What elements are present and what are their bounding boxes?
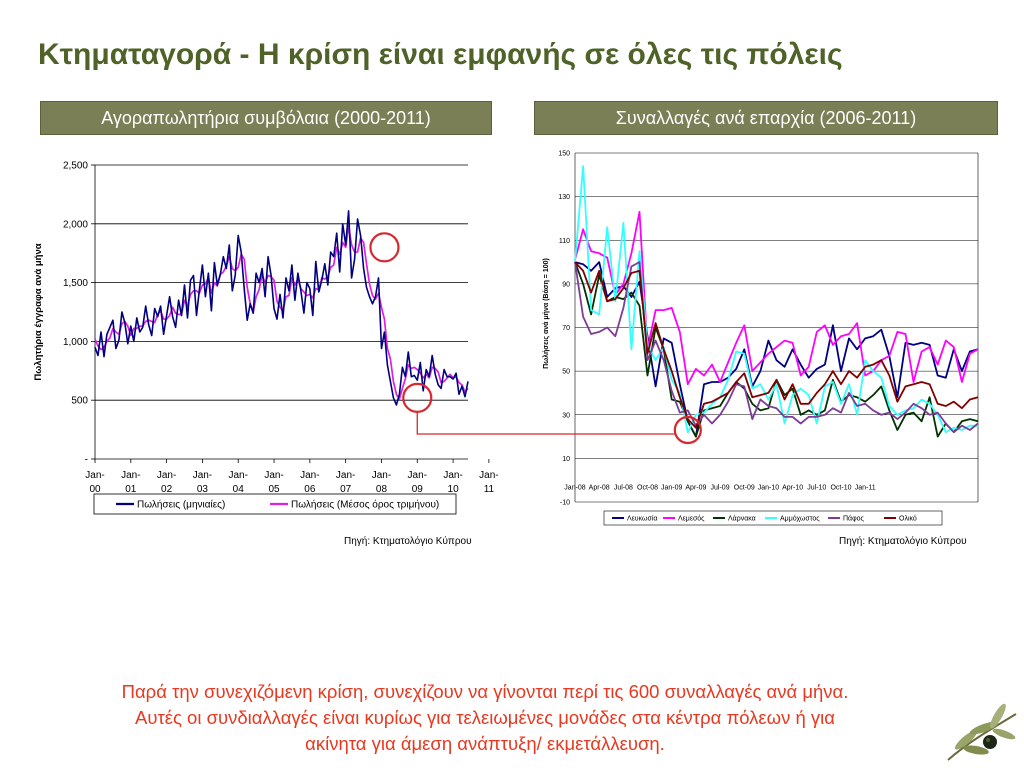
x-tick-label: 11 [484, 484, 495, 495]
legend-label: Πάφος [843, 515, 865, 523]
right-chart-header: Συναλλαγές ανά επαρχία (2006-2011) [534, 101, 998, 135]
x-tick-label: 05 [268, 484, 280, 495]
x-tick-label: 06 [304, 484, 316, 495]
y-tick-label: 1,500 [63, 278, 88, 289]
x-tick-label: Jan- [300, 470, 319, 481]
bottom-commentary: Παρά την συνεχιζόμενη κρίση, συνεχίζουν … [20, 679, 950, 757]
series-line-0 [574, 261, 979, 438]
x-tick-label: 00 [89, 484, 101, 495]
x-tick-label: 08 [376, 484, 388, 495]
commentary-line-3: ακίνητα για άμεση ανάπτυξη/ εκμετάλλευση… [305, 733, 665, 754]
x-tick-label: Jul-09 [711, 485, 730, 492]
y-tick-label: 2,500 [63, 161, 88, 172]
series-line-1 [574, 211, 979, 386]
y-tick-label: - [85, 455, 88, 466]
y-tick-label: 150 [558, 151, 570, 158]
legend-label: Λεμεσός [678, 515, 705, 523]
y-tick-label: 2,000 [63, 219, 88, 230]
x-tick-label: Apr-09 [685, 485, 706, 492]
x-tick-label: Jul-10 [807, 485, 826, 492]
x-tick-label: Oct-09 [734, 485, 755, 492]
x-tick-label: 09 [412, 484, 424, 495]
x-tick-label: Jan-08 [564, 485, 586, 492]
x-tick-label: 10 [448, 484, 460, 495]
y-tick-label: -10 [560, 500, 570, 507]
x-tick-label: Jan- [264, 470, 283, 481]
x-tick-label: Jan- [193, 470, 212, 481]
x-tick-label: Jan- [229, 470, 248, 481]
legend-label: Αμμόχωστος [780, 515, 820, 523]
x-tick-label: Jan- [157, 470, 176, 481]
commentary-line-1: Παρά την συνεχιζόμενη κρίση, συνεχίζουν … [121, 681, 849, 702]
legend-label: Πωλήσεις (Μέσος όρος τριμήνου) [291, 499, 439, 511]
y-tick-label: 130 [558, 194, 570, 201]
monthly-sales-chart: - 500 1,000 1,500 2,000 2,500 Πωλητήρια έγγραφ… [33, 161, 499, 515]
x-tick-label: Jan-10 [758, 485, 780, 492]
y-tick-label: 500 [71, 396, 88, 407]
x-tick-label: 02 [161, 484, 173, 495]
x-tick-label: Jan- [443, 470, 462, 481]
y-tick-label: 30 [562, 412, 570, 419]
legend-label: Πωλήσεις (μηνιαίες) [137, 499, 225, 511]
y-tick-label: 90 [562, 281, 570, 288]
y-tick-label: 110 [559, 238, 570, 245]
x-tick-label: Jul-08 [614, 485, 633, 492]
x-tick-label: Jan- [336, 470, 355, 481]
legend-label: Λευκωσία [627, 515, 657, 523]
legend-label: Λάρνακα [728, 515, 756, 523]
y-tick-label: 70 [562, 325, 570, 332]
olive-branch-icon [947, 703, 1017, 761]
series-line-5 [574, 261, 979, 429]
series-line-1 [94, 225, 469, 400]
x-tick-label: 03 [197, 484, 209, 495]
y-tick-label: 10 [562, 456, 570, 463]
x-tick-label: Oct-08 [637, 485, 658, 492]
x-tick-label: Jan- [479, 470, 498, 481]
commentary-line-2: Αυτές οι συνδιαλλαγές είναι κυρίως για τ… [134, 707, 835, 728]
y-tick-label: 50 [562, 369, 570, 376]
x-tick-label: 04 [233, 484, 245, 495]
y-axis-label: Πωλήσεις ανά μήνα (Βάση = 100) [542, 258, 550, 369]
x-tick-label: Jan- [85, 470, 104, 481]
x-tick-label: Apr-08 [589, 485, 610, 492]
x-tick-label: Jan- [372, 470, 391, 481]
highlight-circle [369, 232, 400, 263]
x-tick-label: 07 [340, 484, 352, 495]
y-axis-label: Πωλητήρια έγγραφα ανά μήνα [33, 243, 44, 380]
x-tick-label: Jan- [408, 470, 427, 481]
page-title: Κτηματαγορά - Η κρίση είναι εμφανής σε ό… [38, 38, 843, 71]
highlight-circle [402, 382, 433, 413]
left-chart-header: Αγοραπωλητήρια συμβόλαια (2000-2011) [40, 101, 492, 135]
x-tick-label: 01 [125, 484, 137, 495]
x-tick-label: Jan- [121, 470, 140, 481]
x-tick-label: Oct-10 [830, 485, 851, 492]
x-tick-label: Jan-11 [855, 485, 876, 492]
district-sales-chart: -10 10 30 50 70 90 110 130 150 Πωλήσεις ανά μήνα … [542, 151, 979, 526]
x-tick-label: Apr-10 [782, 485, 803, 492]
x-tick-label: Jan-09 [661, 485, 683, 492]
left-chart-source: Πηγή: Κτηματολόγιο Κύπρου [344, 536, 472, 547]
series-line-3 [574, 165, 978, 434]
series-line-0 [94, 210, 469, 406]
legend-label: Ολικό [899, 515, 917, 523]
right-chart-source: Πηγή: Κτηματολόγιο Κύπρου [839, 536, 967, 547]
y-tick-label: 1,000 [63, 337, 88, 348]
